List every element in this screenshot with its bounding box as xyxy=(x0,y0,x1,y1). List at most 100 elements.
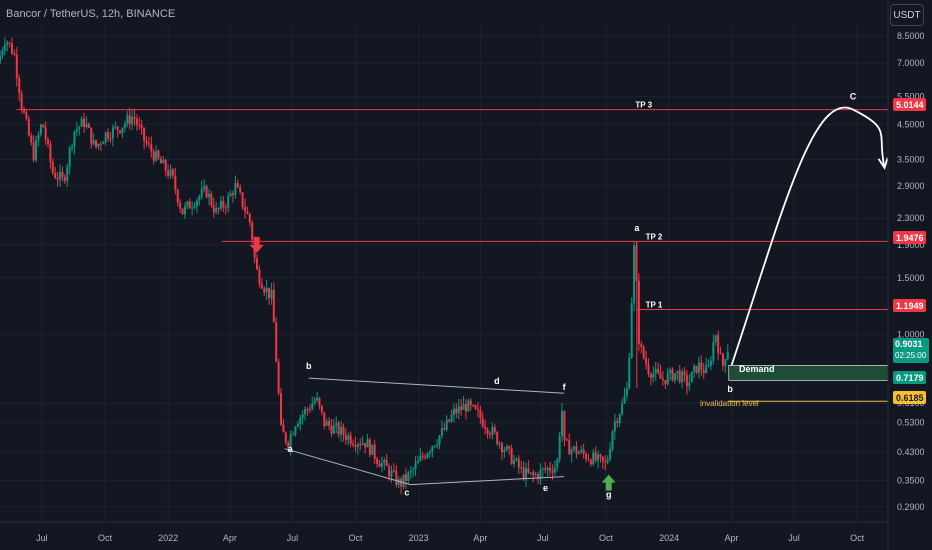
candle-body xyxy=(455,408,458,414)
candle-body xyxy=(265,287,268,293)
candle-body xyxy=(546,467,549,470)
candle-body xyxy=(164,160,167,171)
candle-body xyxy=(714,335,717,343)
candles xyxy=(0,37,729,495)
candle-body xyxy=(140,125,143,128)
candle-body xyxy=(625,388,628,396)
candle-body xyxy=(102,142,105,145)
candle-body xyxy=(693,365,696,372)
bar-countdown: 02:25:00 xyxy=(895,351,927,360)
candle-body xyxy=(347,435,350,440)
demand-zone-label: Demand xyxy=(739,364,775,374)
candle-body xyxy=(210,193,213,206)
candle-body xyxy=(534,474,537,476)
candle-body xyxy=(525,468,528,479)
candle-body xyxy=(623,395,626,404)
y-tick-label: 0.4300 xyxy=(897,447,925,457)
candle-body xyxy=(457,406,460,414)
wave-label: b xyxy=(727,384,733,394)
candle-body xyxy=(155,150,158,161)
candle-body xyxy=(294,426,297,435)
candle-body xyxy=(601,456,604,462)
candle-body xyxy=(433,445,436,447)
candle-body xyxy=(61,171,64,177)
candle-body xyxy=(229,193,232,197)
candle-body xyxy=(678,370,681,383)
candle-body xyxy=(186,201,189,207)
candle-body xyxy=(486,428,489,434)
candle-body xyxy=(597,454,600,461)
candle-body xyxy=(697,362,700,373)
candle-body xyxy=(666,373,669,385)
candle-body xyxy=(330,425,333,434)
candle-body xyxy=(174,175,177,190)
candle-body xyxy=(479,410,482,419)
candle-body xyxy=(236,183,239,188)
candle-body xyxy=(539,469,542,479)
projection-arrowhead xyxy=(877,157,889,170)
y-tick-label: 8.5000 xyxy=(897,31,925,41)
triangle-line xyxy=(284,448,411,486)
invalidation-level-label: invalidation level xyxy=(700,399,759,408)
candle-body xyxy=(685,374,688,387)
candle-body xyxy=(107,132,110,139)
candle-body xyxy=(472,405,475,407)
candle-body xyxy=(263,288,266,293)
candle-body xyxy=(452,408,455,415)
currency-button[interactable]: USDT xyxy=(890,4,924,26)
candle-body xyxy=(462,404,465,410)
candle-body xyxy=(20,93,23,109)
candle-body xyxy=(143,127,146,142)
candle-body xyxy=(169,169,172,176)
candle-body xyxy=(150,143,153,152)
candle-body xyxy=(68,147,71,167)
candle-body xyxy=(707,365,710,367)
candle-body xyxy=(47,139,50,144)
x-tick-label: Oct xyxy=(850,533,865,543)
wave-label: d xyxy=(494,376,500,386)
candle-body xyxy=(657,368,660,373)
candle-body xyxy=(503,450,506,453)
candle-body xyxy=(705,365,708,373)
candle-body xyxy=(719,353,722,355)
candle-body xyxy=(215,207,218,213)
candle-body xyxy=(395,470,398,485)
candle-body xyxy=(561,410,564,436)
candle-body xyxy=(484,426,487,429)
candle-body xyxy=(231,193,234,196)
candle-body xyxy=(239,187,242,193)
candle-body xyxy=(92,140,95,145)
wave-label: C xyxy=(850,91,857,101)
candle-body xyxy=(66,166,69,182)
down-arrow-icon xyxy=(249,236,264,253)
target-label: TP 3 xyxy=(635,101,652,110)
triangle-line xyxy=(410,476,565,486)
candle-body xyxy=(306,409,309,411)
candle-body xyxy=(246,211,249,214)
candle-body xyxy=(496,432,499,445)
candle-body xyxy=(712,342,715,361)
candle-body xyxy=(308,409,311,411)
candle-body xyxy=(356,444,359,447)
candle-body xyxy=(251,222,254,240)
tp1-price-tag: 1.1949 xyxy=(893,299,926,312)
current-price: 0.9031 xyxy=(895,339,923,349)
current-price-tag: 0.9031 02:25:00 xyxy=(893,338,929,363)
candle-body xyxy=(493,427,496,433)
candle-body xyxy=(700,362,703,371)
candle-body xyxy=(282,424,285,433)
candle-body xyxy=(498,443,501,445)
candle-body xyxy=(652,373,655,378)
candle-body xyxy=(337,423,340,435)
candle-body xyxy=(138,124,141,126)
y-tick-label: 0.2900 xyxy=(897,502,925,512)
candle-body xyxy=(32,142,35,161)
candle-body xyxy=(630,303,633,358)
symbol-title: Bancor / TetherUS, 12h, BINANCE xyxy=(6,8,176,20)
candle-body xyxy=(11,43,14,54)
candle-body xyxy=(476,408,479,411)
candle-body xyxy=(268,287,271,299)
candle-body xyxy=(661,378,664,381)
